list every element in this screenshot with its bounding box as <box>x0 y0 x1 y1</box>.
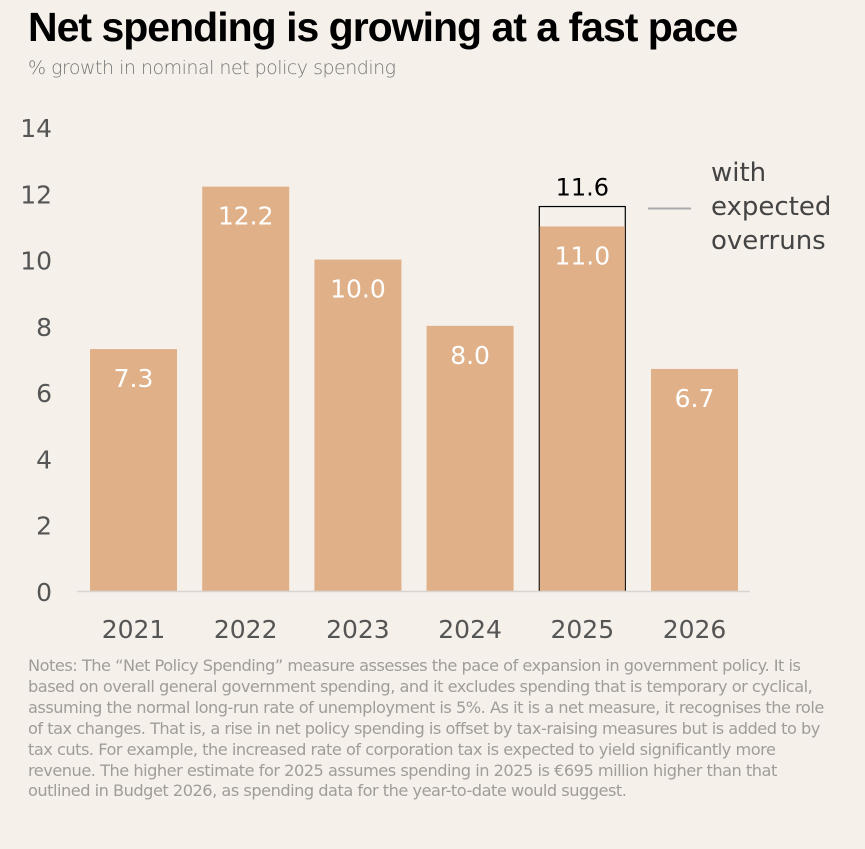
x-tick-label: 2025 <box>550 615 614 644</box>
y-tick-label: 14 <box>20 114 52 143</box>
annotation-text: expected <box>711 192 831 222</box>
bar-label-2025: 11.0 <box>554 241 610 270</box>
y-tick-label: 2 <box>36 512 52 541</box>
x-axis: 2021 2022 2023 2024 2025 2026 <box>77 590 750 644</box>
bar-2023 <box>314 259 402 591</box>
y-tick-label: 6 <box>36 379 52 408</box>
x-tick-label: 2022 <box>214 615 278 644</box>
y-tick-label: 10 <box>20 247 52 276</box>
y-tick-label: 4 <box>36 445 52 474</box>
x-tick-label: 2024 <box>438 615 502 644</box>
bar-label-2024: 8.0 <box>450 341 490 370</box>
notes-text: Notes: The “Net Policy Spending” measure… <box>28 656 824 801</box>
y-tick-label: 8 <box>36 313 52 342</box>
x-tick-label: 2021 <box>102 615 166 644</box>
chart-title: Net spending is growing at a fast pace <box>28 4 738 50</box>
bar-2021 <box>90 349 177 591</box>
x-tick-label: 2026 <box>663 615 727 644</box>
chart-subtitle: % growth in nominal net policy spending <box>28 57 396 79</box>
bar-label-2021: 7.3 <box>114 364 154 393</box>
overrun-label-2025: 11.6 <box>556 174 609 202</box>
y-tick-label: 0 <box>36 578 52 607</box>
bar-2024 <box>426 325 514 591</box>
bar-label-2022: 12.2 <box>218 202 274 231</box>
bar-label-2023: 10.0 <box>330 275 386 304</box>
bar-label-2026: 6.7 <box>675 384 715 413</box>
x-tick-label: 2023 <box>326 615 390 644</box>
y-axis: 0 2 4 6 8 10 12 14 <box>20 114 52 607</box>
y-tick-label: 12 <box>20 180 52 209</box>
annotation-text: with <box>711 158 766 188</box>
bar-chart: 0 2 4 6 8 10 12 14 7.3 12.2 10.0 8.0 11.6 11.0 6.7 20… <box>20 114 831 644</box>
bar-2025 <box>539 226 625 591</box>
annotation-legend: with expected overruns <box>648 158 831 256</box>
bars: 7.3 12.2 10.0 8.0 11.6 11.0 6.7 <box>90 174 738 592</box>
bar-2022 <box>202 186 290 591</box>
bar-2026 <box>651 368 738 591</box>
annotation-text: overruns <box>711 226 826 256</box>
